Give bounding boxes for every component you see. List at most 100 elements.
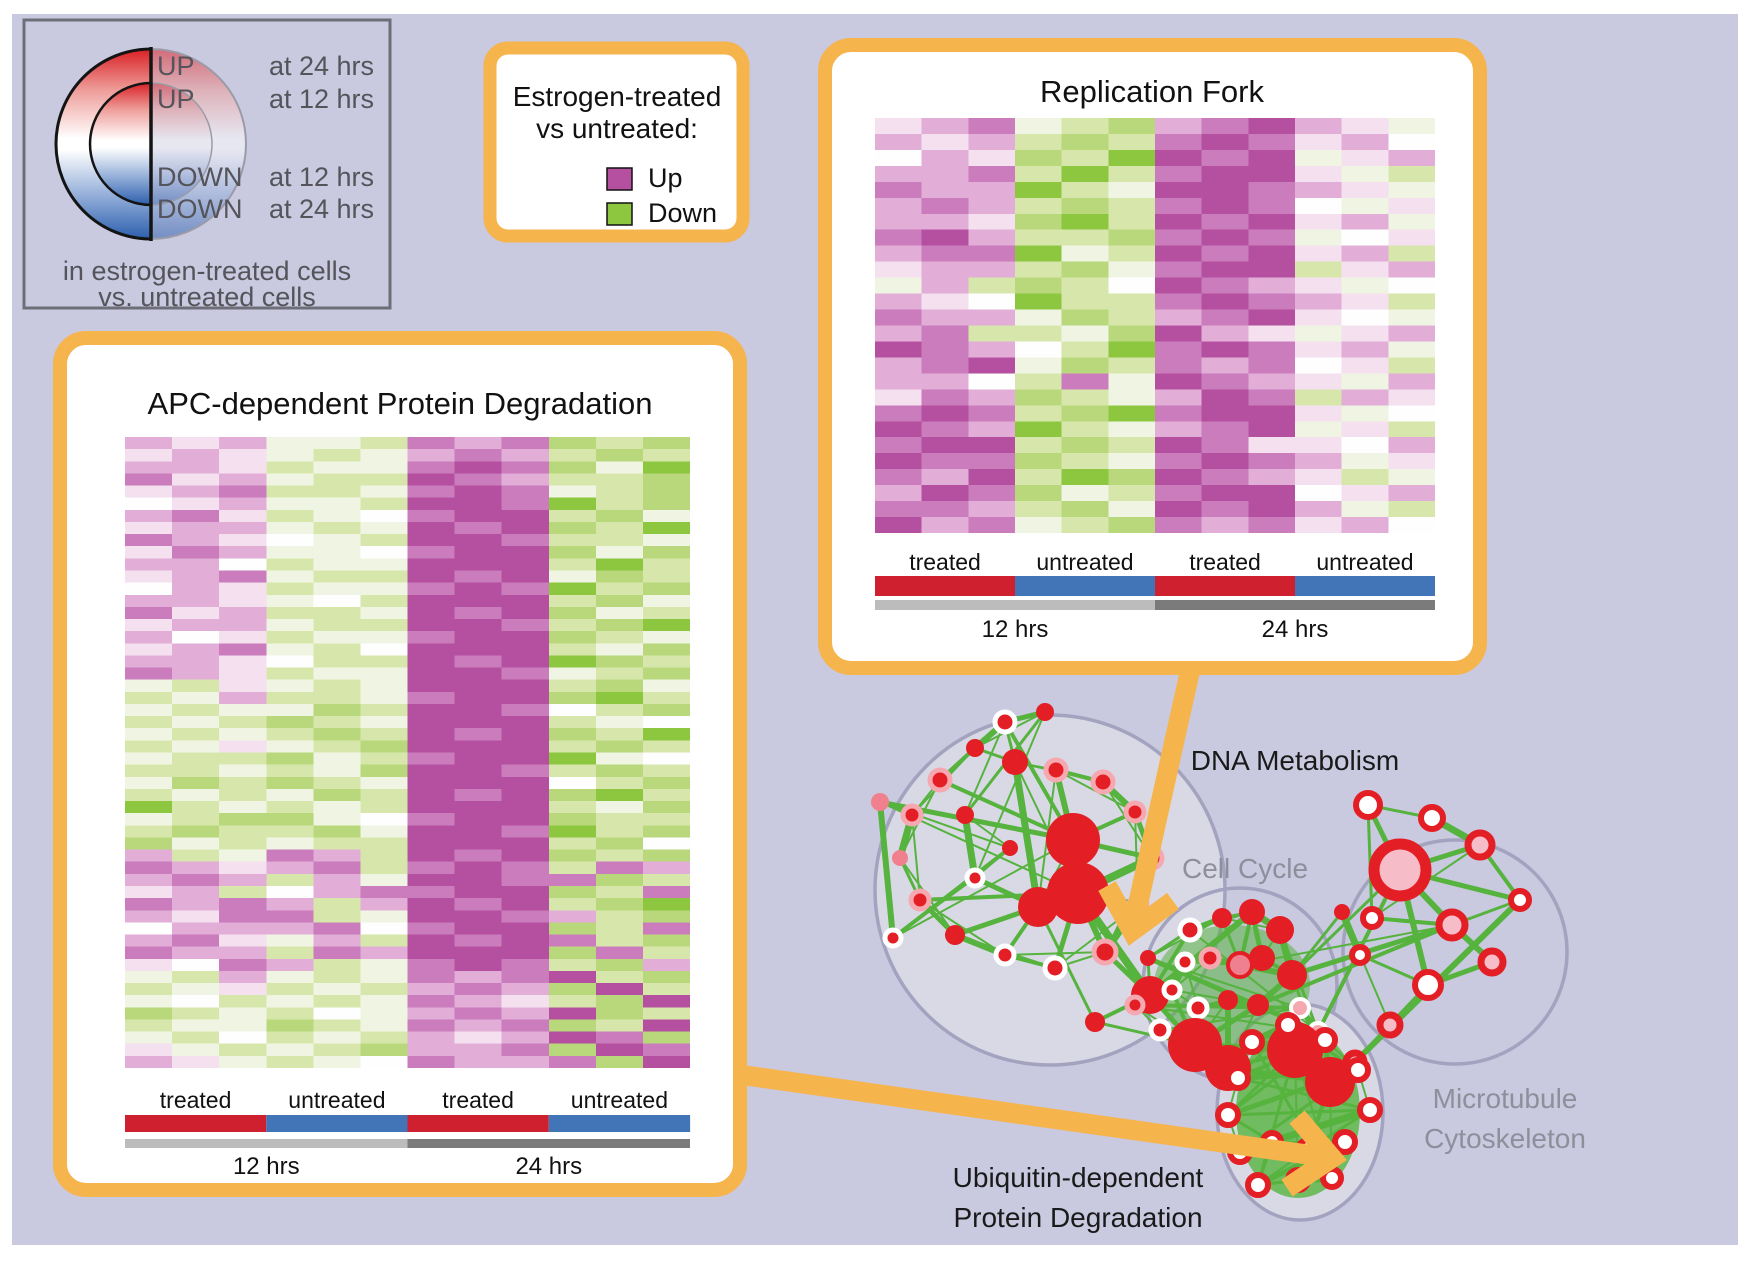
- heatmap-cell: [595, 946, 643, 959]
- gene-node: [1266, 916, 1294, 944]
- heatmap-cell: [1155, 453, 1202, 470]
- heatmap-cell: [548, 679, 596, 692]
- heatmap-cell: [266, 703, 314, 717]
- heatmap-cell: [454, 776, 502, 789]
- heatmap-cell: [125, 813, 173, 826]
- heatmap-cell: [1248, 485, 1295, 502]
- heatmap-cell: [1108, 197, 1155, 214]
- heatmap-cell: [407, 606, 455, 620]
- heatmap-cell: [501, 643, 549, 656]
- apc-time-bar: [125, 1139, 408, 1148]
- heatmap-cell: [1155, 485, 1202, 502]
- heatmap-cell: [266, 558, 314, 571]
- heatmap-cell: [1248, 357, 1295, 374]
- heatmap-cell: [313, 873, 361, 886]
- heatmap-cell: [875, 421, 922, 438]
- heatmap-cell: [1388, 133, 1435, 150]
- heatmap-cell: [1295, 229, 1342, 246]
- heatmap-cell: [266, 946, 314, 959]
- heatmap-cell: [266, 497, 314, 510]
- heatmap-cell: [125, 728, 173, 741]
- apc-heatmap-grid: [125, 437, 690, 1068]
- heatmap-cell: [501, 922, 549, 935]
- heatmap-cell: [454, 898, 502, 911]
- heatmap-cell: [360, 546, 408, 559]
- network-edge: [1227, 1108, 1371, 1117]
- heatmap-cell: [1248, 149, 1295, 166]
- apc-condition-bar: [266, 1115, 408, 1132]
- heatmap-cell: [219, 728, 267, 741]
- heatmap-cell: [360, 898, 408, 911]
- heatmap-cell: [219, 861, 267, 874]
- heatmap-cell: [642, 728, 690, 741]
- heatmap-cell: [172, 776, 220, 789]
- heatmap-cell: [266, 1019, 314, 1032]
- heatmap-cell: [1061, 469, 1109, 486]
- heatmap-cell: [595, 643, 643, 656]
- heatmap-cell: [172, 764, 220, 777]
- heatmap-cell: [219, 534, 267, 547]
- network-edge: [911, 814, 921, 901]
- heatmap-cell: [1061, 501, 1109, 518]
- apc-group-label: treated: [442, 1087, 514, 1113]
- heatmap-cell: [266, 631, 314, 644]
- heatmap-cell: [501, 461, 549, 474]
- heatmap-cell: [360, 679, 408, 692]
- heatmap-cell: [172, 837, 220, 850]
- heatmap-cell: [172, 983, 220, 996]
- heatmap-cell: [172, 1031, 220, 1044]
- heatmap-cell: [921, 309, 969, 326]
- heatmap-cell: [642, 473, 690, 486]
- heatmap-cell: [1155, 245, 1202, 262]
- heatmap-cell: [360, 922, 408, 935]
- gene-node: [1036, 703, 1054, 721]
- heatmap-cell: [968, 469, 1015, 486]
- heatmap-cell: [219, 764, 267, 777]
- heatmap-cell: [313, 485, 361, 498]
- heatmap-cell: [501, 594, 549, 607]
- heatmap-cell: [1201, 213, 1249, 230]
- rf-group-label: treated: [1189, 549, 1261, 575]
- heatmap-cell: [921, 501, 969, 518]
- heatmap-cell: [1248, 373, 1295, 390]
- heatmap-cell: [313, 606, 361, 620]
- ring-footer-line1: in estrogen-treated cells: [63, 256, 351, 286]
- heatmap-cell: [1201, 373, 1249, 390]
- network-edge: [1011, 761, 1042, 908]
- key-title-line1: Estrogen-treated: [513, 81, 722, 112]
- heatmap-cell: [219, 813, 267, 826]
- heatmap-cell: [454, 801, 502, 814]
- heatmap-cell: [595, 970, 643, 984]
- heatmap-cell: [1061, 405, 1109, 422]
- heatmap-cell: [266, 934, 314, 947]
- heatmap-cell: [313, 983, 361, 996]
- gene-node: [956, 806, 974, 824]
- microtubule-cytoskeleton-label: Microtubule: [1433, 1083, 1578, 1114]
- ring-row-up24-time: at 24 hrs: [269, 51, 374, 81]
- ubiquitin-degradation-label: Ubiquitin-dependent: [953, 1162, 1204, 1193]
- heatmap-cell: [548, 910, 596, 923]
- heatmap-cell: [501, 485, 549, 498]
- heatmap-cell: [172, 873, 220, 886]
- heatmap-cell: [172, 946, 220, 959]
- heatmap-cell: [1295, 421, 1342, 438]
- heatmap-cell: [1295, 357, 1342, 374]
- heatmap-cell: [1108, 277, 1155, 294]
- heatmap-cell: [1108, 501, 1155, 518]
- heatmap-cell: [313, 970, 361, 984]
- heatmap-cell: [595, 521, 643, 535]
- heatmap-cell: [125, 655, 173, 668]
- gene-node: [966, 739, 984, 757]
- heatmap-cell: [172, 679, 220, 692]
- heatmap-cell: [219, 619, 267, 632]
- heatmap-cell: [219, 716, 267, 729]
- heatmap-cell: [548, 788, 596, 802]
- rf-time-label: 12 hrs: [982, 616, 1049, 643]
- heatmap-cell: [1155, 389, 1202, 406]
- heatmap-cell: [548, 898, 596, 911]
- heatmap-cell: [548, 861, 596, 874]
- heatmap-cell: [454, 1031, 502, 1044]
- heatmap-cell: [548, 837, 596, 850]
- heatmap-cell: [172, 643, 220, 656]
- heatmap-cell: [219, 473, 267, 486]
